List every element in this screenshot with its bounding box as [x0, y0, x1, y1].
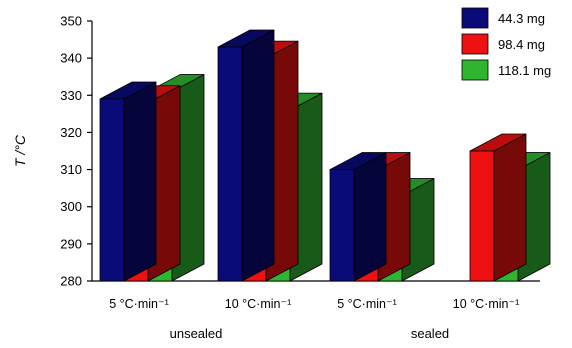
- legend-label: 44.3 mg: [498, 11, 545, 26]
- group-label: sealed: [411, 326, 449, 341]
- group-label: unsealed: [170, 326, 223, 341]
- x-tick-label: 10 °C·min⁻¹: [225, 297, 291, 311]
- y-tick-label: 330: [60, 88, 82, 103]
- y-tick-label: 320: [60, 125, 82, 140]
- labels: T /°C 5 °C·min⁻¹ 10 °C·min⁻¹ 5 °C·min⁻¹ 10 °…: [12, 134, 519, 341]
- y-tick-label: 350: [60, 14, 82, 29]
- bars: [99, 29, 551, 282]
- y-tick-label: 310: [60, 162, 82, 177]
- bar-front-face: [469, 150, 495, 282]
- bar: [329, 152, 387, 282]
- y-axis-label: T /°C: [12, 134, 28, 167]
- y-tick-label: 300: [60, 199, 82, 214]
- legend-swatch: [461, 33, 489, 55]
- x-tick-label: 5 °C·min⁻¹: [109, 297, 169, 311]
- legend-swatch: [461, 59, 489, 81]
- legend-label: 118.1 mg: [498, 63, 551, 78]
- legend-item: 44.3 mg: [461, 7, 545, 29]
- axes: 280 290 300 310 320 330 340 350: [60, 14, 540, 289]
- bar-side-face: [493, 133, 527, 282]
- bar-front-face: [217, 46, 243, 282]
- legend: 44.3 mg 98.4 mg 118.1 mg: [461, 7, 551, 81]
- bar-side-face: [353, 152, 387, 282]
- bar-front-face: [99, 98, 125, 282]
- y-tick-label: 340: [60, 51, 82, 66]
- bar: [217, 29, 275, 282]
- x-tick-label: 5 °C·min⁻¹: [337, 297, 397, 311]
- bar-front-face: [329, 169, 355, 282]
- bar-side-face: [241, 29, 275, 282]
- bar-side-face: [123, 81, 157, 282]
- y-tick-label: 280: [60, 274, 82, 289]
- legend-swatch: [461, 7, 489, 29]
- legend-item: 98.4 mg: [461, 33, 545, 55]
- legend-item: 118.1 mg: [461, 59, 551, 81]
- bar: [99, 81, 157, 282]
- legend-label: 98.4 mg: [498, 37, 545, 52]
- bar: [469, 133, 527, 282]
- x-tick-label: 10 °C·min⁻¹: [453, 297, 519, 311]
- y-tick-label: 290: [60, 236, 82, 251]
